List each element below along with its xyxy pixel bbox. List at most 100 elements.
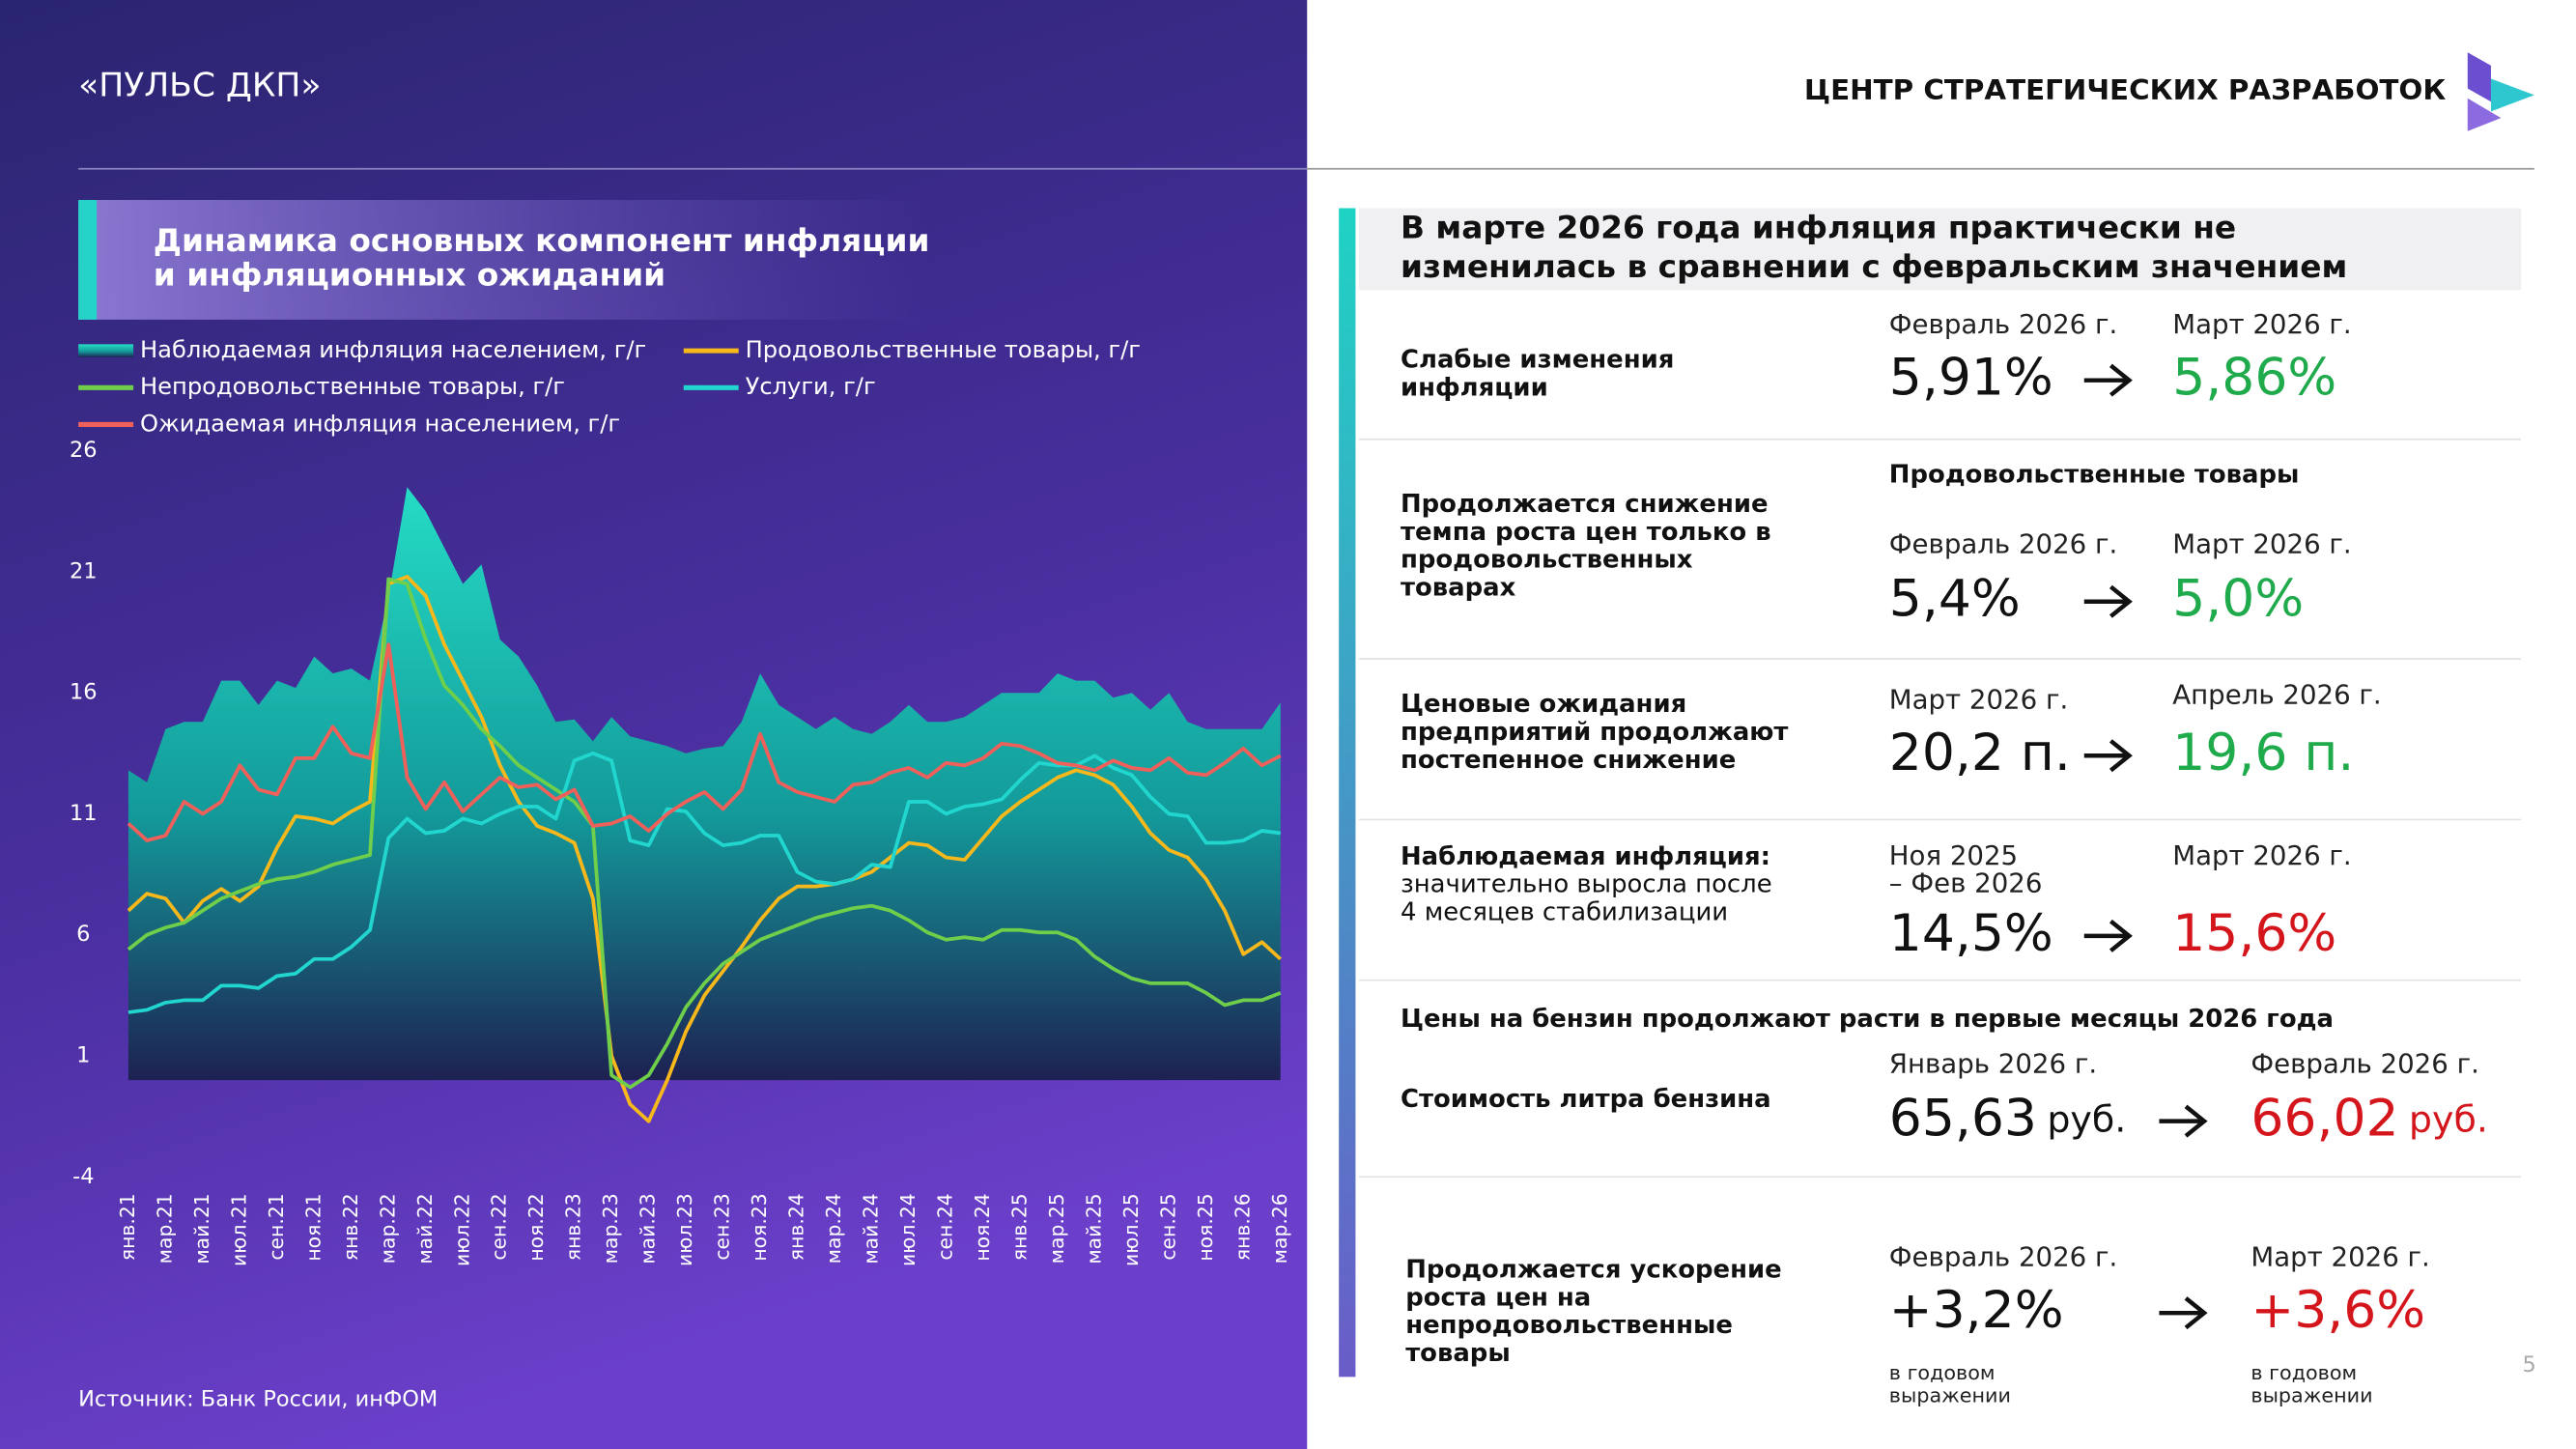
value-number: 20,2 п. (1889, 723, 2071, 781)
x-tick-label: янв.21 (116, 1193, 139, 1261)
subheading: Продовольственные товары (1889, 461, 2300, 490)
x-tick-label: мар.25 (1045, 1193, 1068, 1264)
separators (1358, 438, 2522, 1179)
legend-swatch (78, 344, 134, 357)
date-label: Март 2026 г. (2250, 1243, 2429, 1273)
row-label: предприятий продолжают (1401, 718, 1789, 747)
legend-label: Ожидаемая инфляция населением, г/г (140, 411, 620, 438)
x-tick-label: мар.24 (822, 1193, 845, 1264)
date-label: Март 2026 г. (1889, 686, 2068, 716)
value: 66,02 руб. (2250, 1089, 2488, 1148)
value-note: выражении (2250, 1384, 2372, 1407)
value-note: в годовом (2250, 1361, 2357, 1384)
x-tick-label: ноя.23 (748, 1193, 771, 1261)
value: 5,91% (1889, 348, 2053, 407)
value-number: 19,6 п. (2172, 723, 2354, 781)
y-tick-label: 16 (70, 680, 98, 705)
title-accent (78, 200, 98, 320)
row-label: роста цен на (1405, 1284, 1591, 1313)
x-tick-label: июл.25 (1119, 1193, 1143, 1266)
arrow (2159, 1296, 2208, 1330)
row-label: значительно выросла после (1401, 870, 1772, 899)
logo (2467, 52, 2534, 131)
date-label: Январь 2026 г. (1889, 1050, 2097, 1080)
x-tick-label: июл.22 (450, 1193, 473, 1266)
y-tick-label: 1 (76, 1043, 90, 1068)
y-tick-label: 11 (70, 801, 98, 826)
legend-label: Продовольственные товары, г/г (746, 336, 1141, 363)
row-label: инфляции (1401, 374, 1548, 403)
header-right: ЦЕНТР СТРАТЕГИЧЕСКИХ РАЗРАБОТОК (1804, 73, 2447, 106)
x-tick-label: ноя.24 (971, 1193, 994, 1261)
value: 15,6% (2172, 903, 2336, 962)
date-label: Февраль 2026 г. (1889, 530, 2117, 560)
value-number: 66,02 (2250, 1089, 2398, 1148)
value-note: выражении (1889, 1384, 2011, 1407)
row-label: товары (1405, 1339, 1511, 1368)
value-number: 5,86% (2172, 348, 2336, 407)
x-tick-label: мар.22 (376, 1193, 399, 1264)
x-tick-label: янв.25 (1007, 1193, 1031, 1261)
x-tick-label: май.22 (413, 1193, 437, 1264)
value: 14,5% (1889, 903, 2053, 962)
panel-heading: изменилась в сравнении с февральским зна… (1401, 248, 2347, 285)
row-label: товарах (1401, 574, 1516, 603)
x-tick-label: ноя.22 (524, 1193, 548, 1261)
value-number: +3,2% (1889, 1280, 2064, 1339)
title-box (78, 200, 929, 320)
chart-title: Динамика основных компонент инфляции (154, 222, 930, 259)
value-number: 14,5% (1889, 903, 2053, 962)
x-tick-label: май.24 (859, 1193, 882, 1264)
panel-heading: В марте 2026 года инфляция практически н… (1401, 210, 2236, 246)
value-unit: руб. (2409, 1097, 2488, 1140)
value: 65,63 руб. (1889, 1089, 2127, 1148)
value: 20,2 п. (1889, 723, 2071, 781)
subheading: Цены на бензин продолжают расти в первые… (1401, 1005, 2334, 1034)
y-tick-label: 21 (70, 559, 98, 584)
row-label: Наблюдаемая инфляция: (1401, 842, 1770, 871)
page-number: 5 (2523, 1352, 2536, 1378)
x-tick-label: сен.22 (488, 1193, 511, 1260)
row-label: непродовольственные (1405, 1311, 1733, 1340)
value-number: 5,91% (1889, 348, 2053, 407)
value: +3,2% (1889, 1280, 2064, 1339)
legend-label: Услуги, г/г (746, 373, 876, 400)
panel-heading-box (1358, 208, 2522, 291)
date-label: Март 2026 г. (2172, 310, 2351, 340)
value-number: 5,0% (2172, 569, 2304, 628)
x-tick-label: май.21 (190, 1193, 213, 1264)
arrow (2083, 739, 2133, 773)
legend-label: Наблюдаемая инфляция населением, г/г (140, 336, 646, 363)
arrow (2083, 363, 2133, 397)
line (127, 751, 1281, 1014)
arrow (2083, 919, 2133, 952)
arrow (2159, 1104, 2208, 1138)
row-label: Продолжается ускорение (1405, 1256, 1781, 1285)
date-label: Февраль 2026 г. (1889, 310, 2117, 340)
y-tick-label: 26 (70, 438, 98, 463)
x-tick-label: мар.23 (599, 1193, 622, 1264)
legend-label: Непродовольственные товары, г/г (140, 373, 565, 400)
x-tick-label: сен.21 (265, 1193, 288, 1260)
header-left: «ПУЛЬС ДКП» (78, 67, 321, 105)
x-tick-label: июл.24 (896, 1193, 920, 1266)
value: 5,86% (2172, 348, 2336, 407)
row-label: Продолжается снижение (1401, 490, 1769, 519)
value-number: 5,4% (1889, 569, 2021, 628)
line (127, 577, 1282, 1090)
value: 5,0% (2172, 569, 2304, 628)
date-label: Февраль 2026 г. (2250, 1050, 2478, 1080)
x-tick-label: янв.22 (339, 1193, 362, 1261)
x-tick-label: сен.25 (1156, 1193, 1179, 1260)
row-label: темпа роста цен только в (1401, 518, 1771, 547)
value: +3,6% (2250, 1280, 2425, 1339)
row-label: Слабые изменения (1401, 346, 1674, 375)
value-note: в годовом (1889, 1361, 1996, 1384)
date-label: – Фев 2026 (1889, 869, 2043, 899)
x-tick-label: июл.23 (673, 1193, 696, 1266)
x-tick-label: мар.21 (153, 1193, 176, 1264)
x-tick-label: янв.23 (562, 1193, 585, 1261)
x-tick-label: ноя.25 (1194, 1193, 1217, 1261)
date-label: Март 2026 г. (2172, 841, 2351, 871)
